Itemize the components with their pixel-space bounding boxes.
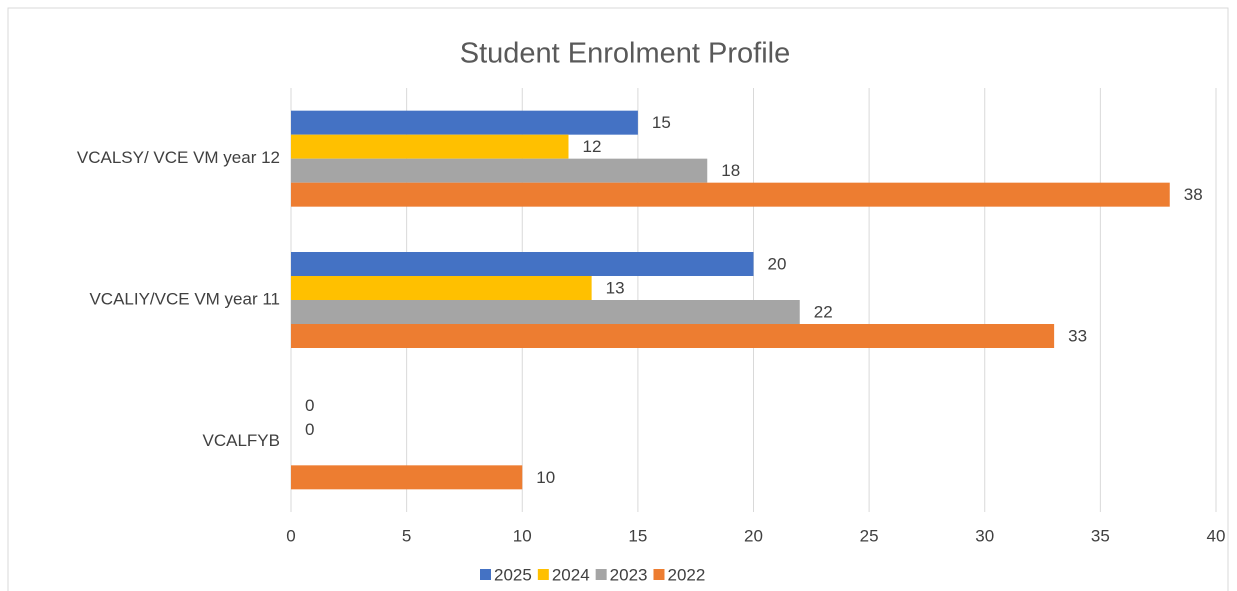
x-tick-label: 10 bbox=[513, 526, 532, 545]
legend-label: 2024 bbox=[552, 565, 590, 584]
data-label: 20 bbox=[768, 254, 787, 273]
bar bbox=[291, 465, 523, 490]
y-tick-label: VCALSY/ VCE VM year 12 bbox=[77, 148, 280, 167]
bar bbox=[291, 134, 569, 159]
data-label: 0 bbox=[305, 396, 314, 415]
x-tick-label: 20 bbox=[744, 526, 763, 545]
legend-swatch bbox=[537, 569, 549, 580]
legend-swatch bbox=[480, 569, 491, 580]
legend-label: 2023 bbox=[610, 565, 648, 584]
x-tick-label: 30 bbox=[975, 526, 994, 545]
bar bbox=[291, 182, 1170, 207]
x-tick-label: 0 bbox=[286, 526, 295, 545]
legend-swatch bbox=[595, 569, 607, 580]
legend-swatch bbox=[653, 569, 665, 580]
data-label: 0 bbox=[305, 420, 314, 439]
data-label: 33 bbox=[1068, 326, 1087, 345]
x-tick-label: 35 bbox=[1091, 526, 1110, 545]
y-tick-label: VCALFYB bbox=[203, 431, 280, 450]
data-label: 38 bbox=[1184, 185, 1203, 204]
chart-title: Student Enrolment Profile bbox=[460, 38, 790, 70]
legend-label: 2025 bbox=[494, 565, 532, 584]
x-tick-label: 25 bbox=[860, 526, 879, 545]
x-tick-label: 5 bbox=[402, 526, 411, 545]
data-label: 12 bbox=[583, 137, 602, 156]
data-label: 18 bbox=[721, 161, 740, 180]
x-tick-label: 40 bbox=[1207, 526, 1226, 545]
bar bbox=[291, 110, 638, 135]
legend-label: 2022 bbox=[667, 565, 705, 584]
y-tick-label: VCALIY/VCE VM year 11 bbox=[89, 289, 280, 308]
data-label: 15 bbox=[652, 113, 671, 132]
bar bbox=[291, 324, 1055, 348]
data-label: 10 bbox=[536, 468, 555, 487]
bar bbox=[291, 252, 754, 276]
data-label: 13 bbox=[606, 278, 625, 297]
chart-frame bbox=[7, 7, 1229, 591]
bar bbox=[291, 300, 800, 324]
x-tick-label: 15 bbox=[628, 526, 647, 545]
bar bbox=[291, 158, 708, 183]
data-label: 22 bbox=[814, 302, 833, 321]
bar bbox=[291, 276, 592, 300]
